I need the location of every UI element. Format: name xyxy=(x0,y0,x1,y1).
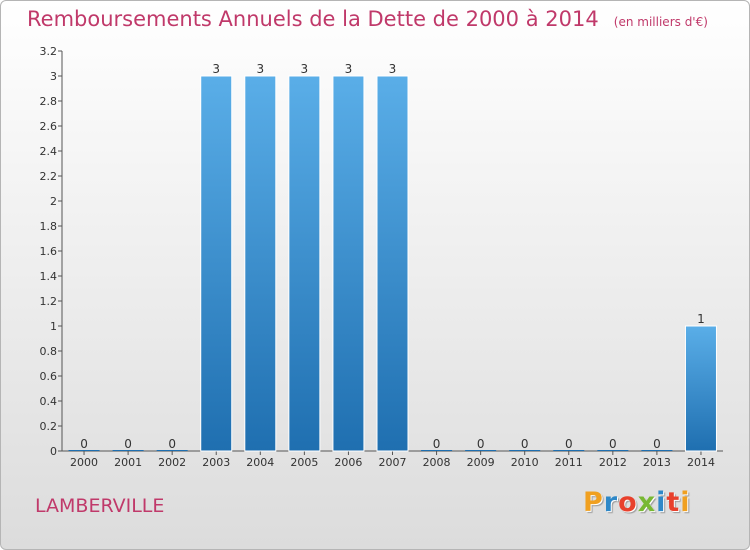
x-axis: 2000 2001 2002 2003 2004 2005 2006 2007 2008 2009… xyxy=(62,450,723,469)
x-tick-label: 2006 xyxy=(334,456,362,469)
y-tick-label: 2 xyxy=(50,195,57,208)
logo-letter: i xyxy=(680,487,691,518)
data-label: 3 xyxy=(389,62,397,76)
data-label: 0 xyxy=(521,437,529,451)
data-label: 0 xyxy=(168,437,176,451)
logo-letter: i xyxy=(656,487,667,518)
y-tick-label: 1 xyxy=(50,320,57,333)
x-tick-label: 2013 xyxy=(643,456,671,469)
data-label: 0 xyxy=(653,437,661,451)
y-tick-label: 0.2 xyxy=(40,420,58,433)
y-tick-label: 0 xyxy=(50,445,57,458)
x-tick-label: 2001 xyxy=(114,456,142,469)
y-tick-label: 3.2 xyxy=(40,45,58,58)
logo-letter: t xyxy=(666,487,681,518)
x-tick-label: 2000 xyxy=(70,456,98,469)
bars xyxy=(68,75,717,452)
bar xyxy=(332,75,365,452)
bar xyxy=(376,75,409,452)
data-label: 3 xyxy=(301,62,309,76)
x-tick-label: 2008 xyxy=(423,456,451,469)
logo-letter: x xyxy=(637,487,657,518)
commune-name: LAMBERVILLE xyxy=(35,495,165,517)
data-label: 1 xyxy=(697,312,705,326)
x-tick-label: 2010 xyxy=(511,456,539,469)
data-label: 3 xyxy=(256,62,264,76)
y-tick-label: 2.2 xyxy=(40,170,58,183)
y-tick-label: 0.4 xyxy=(40,395,58,408)
x-tick-label: 2005 xyxy=(290,456,318,469)
data-label: 0 xyxy=(609,437,617,451)
chart-title-main: Remboursements Annuels de la Dette de 20… xyxy=(27,7,599,31)
data-label: 0 xyxy=(433,437,441,451)
y-tick-label: 2.6 xyxy=(40,120,58,133)
data-label: 0 xyxy=(477,437,485,451)
x-tick-label: 2007 xyxy=(379,456,407,469)
logo-letter: o xyxy=(618,487,638,518)
x-tick-label: 2003 xyxy=(202,456,230,469)
y-tick-label: 1.2 xyxy=(40,295,58,308)
proxiti-logo[interactable]: Proxiti xyxy=(583,487,691,518)
chart-title: Remboursements Annuels de la Dette de 20… xyxy=(27,7,708,31)
x-tick-label: 2002 xyxy=(158,456,186,469)
bar xyxy=(288,75,321,452)
chart-title-unit: (en milliers d'€) xyxy=(613,15,708,29)
logo-letter: r xyxy=(603,487,619,518)
x-tick-label: 2014 xyxy=(687,456,715,469)
x-tick-label: 2004 xyxy=(246,456,274,469)
y-axis: 0 0.2 0.4 0.6 0.8 1 1.2 1.4 1.6 1.8 2 2.2 2.4 2.6 2.8 3… xyxy=(40,45,63,458)
y-tick-label: 0.6 xyxy=(40,370,58,383)
y-tick-label: 3 xyxy=(50,70,57,83)
data-label: 3 xyxy=(345,62,353,76)
x-tick-label: 2009 xyxy=(467,456,495,469)
data-label: 0 xyxy=(124,437,132,451)
y-tick-label: 2.4 xyxy=(40,145,58,158)
x-tick-label: 2012 xyxy=(599,456,627,469)
data-label: 3 xyxy=(212,62,220,76)
data-label: 0 xyxy=(80,437,88,451)
x-tick-label: 2011 xyxy=(555,456,583,469)
logo-letter: P xyxy=(583,487,604,518)
y-tick-label: 1.4 xyxy=(40,270,58,283)
bar xyxy=(684,325,717,452)
y-tick-label: 2.8 xyxy=(40,95,58,108)
data-labels: 0 0 0 3 3 3 3 3 0 0 0 0 0 0 1 xyxy=(80,62,705,451)
y-tick-label: 0.8 xyxy=(40,345,58,358)
y-tick-label: 1.8 xyxy=(40,220,58,233)
bar xyxy=(200,75,233,452)
data-label: 0 xyxy=(565,437,573,451)
y-tick-label: 1.6 xyxy=(40,245,58,258)
bar xyxy=(244,75,277,452)
